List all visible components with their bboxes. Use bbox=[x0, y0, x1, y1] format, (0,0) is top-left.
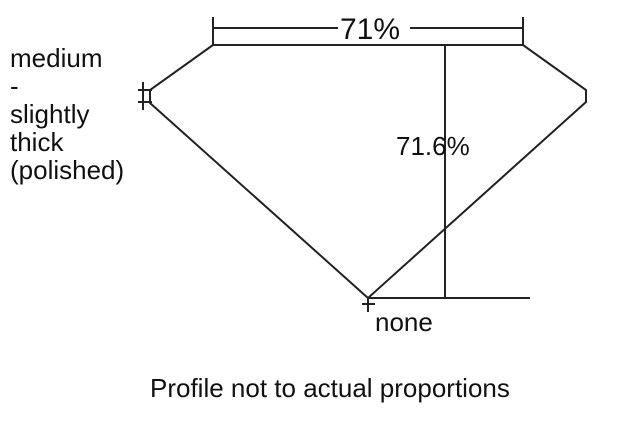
girdle-label-line: thick bbox=[10, 127, 64, 157]
girdle-label-line: - bbox=[10, 71, 19, 101]
girdle-label-line: medium bbox=[10, 43, 103, 73]
table-percent-label: 71% bbox=[340, 13, 401, 46]
girdle-label-line: slightly bbox=[10, 99, 90, 129]
gem-outline bbox=[149, 44, 587, 300]
depth-percent-label: 71.6% bbox=[396, 131, 470, 161]
girdle-label-line: (polished) bbox=[10, 155, 125, 185]
culet-label: none bbox=[375, 307, 433, 337]
girdle-label: medium - slightly thick (polished) bbox=[10, 44, 124, 184]
caption: Profile not to actual proportions bbox=[150, 373, 510, 403]
